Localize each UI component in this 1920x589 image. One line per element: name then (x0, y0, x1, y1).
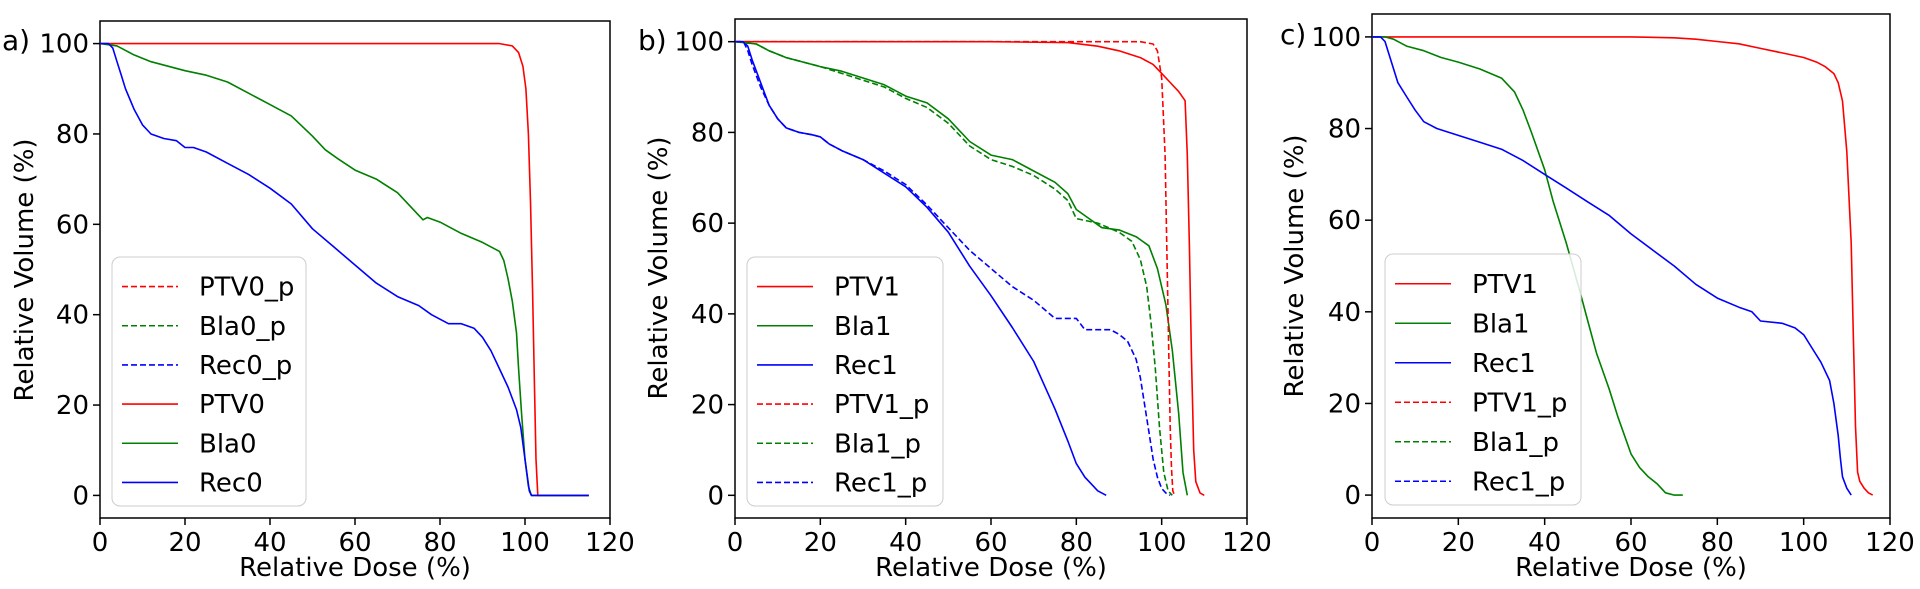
x-axis-label: Relative Dose (%) (1515, 553, 1747, 583)
y-tick-label: 60 (1328, 206, 1361, 236)
x-tick-label: 80 (423, 528, 456, 558)
legend: PTV0_p Bla0_p Rec0_p PTV0 Bla0 Rec0 (111, 256, 307, 507)
series-line-bla1 (1372, 36, 1683, 496)
legend-label: Rec0 (199, 468, 263, 498)
y-tick-label: 100 (1311, 23, 1361, 53)
y-tick-label: 0 (1344, 481, 1361, 511)
legend-label: Rec1_p (1472, 467, 1565, 497)
y-axis-label: Relative Volume (%) (1280, 134, 1310, 397)
panel-label: a) (2, 24, 30, 57)
legend-label: Rec0_p (199, 351, 292, 381)
series-line-bla1-p (734, 40, 1173, 496)
legend: PTV1 Bla1 Rec1 PTV1_p Bla1_p Rec1_p (746, 256, 944, 507)
x-tick-label: 0 (1364, 528, 1381, 558)
x-tick-label: 20 (1442, 528, 1475, 558)
legend-label: PTV0 (199, 390, 265, 420)
series-line-ptv1 (1372, 36, 1874, 496)
x-tick-label: 60 (974, 528, 1007, 558)
panel-c: c) 0 20 40 60 80 100 120 0 20 40 60 80 100 Relative … (1280, 13, 1915, 583)
series-layer (1372, 36, 1874, 496)
legend-label: Bla1_p (834, 429, 921, 459)
legend-label: Bla1 (834, 312, 892, 342)
legend-label: PTV0_p (199, 273, 294, 303)
x-tick-label: 0 (92, 528, 109, 558)
x-tick-label: 0 (727, 528, 744, 558)
x-tick-label: 120 (1865, 528, 1915, 558)
legend-label: Rec1_p (834, 468, 927, 498)
y-tick-label: 80 (691, 118, 724, 148)
tick-layer: 0 20 40 60 80 100 120 0 20 40 60 80 100 (674, 28, 1271, 558)
x-tick-label: 20 (168, 528, 201, 558)
tick-layer: 0 20 40 60 80 100 120 0 20 40 60 80 100 (39, 30, 634, 558)
legend-label: PTV1 (1472, 270, 1538, 300)
series-line-ptv0 (100, 42, 589, 497)
y-tick-label: 20 (691, 391, 724, 421)
x-tick-label: 40 (889, 528, 922, 558)
y-axis-label: Relative Volume (%) (10, 138, 40, 401)
series-line-rec1-p (735, 40, 1171, 497)
tick-layer: 0 20 40 60 80 100 120 0 20 40 60 80 100 (1311, 23, 1914, 558)
y-tick-label: 40 (691, 300, 724, 330)
x-tick-label: 100 (1137, 528, 1187, 558)
y-tick-label: 80 (56, 120, 89, 150)
y-tick-label: 0 (72, 481, 89, 511)
x-tick-label: 60 (1614, 528, 1647, 558)
y-axis-label: Relative Volume (%) (644, 136, 674, 399)
legend-label: PTV1_p (834, 390, 929, 420)
y-tick-label: 60 (691, 209, 724, 239)
x-tick-label: 20 (804, 528, 837, 558)
x-tick-label: 40 (1528, 528, 1561, 558)
legend-label: Bla1_p (1472, 428, 1559, 458)
y-tick-label: 80 (1328, 115, 1361, 145)
y-tick-label: 60 (56, 210, 89, 240)
y-tick-label: 40 (1328, 298, 1361, 328)
series-line-bla0 (99, 42, 589, 497)
x-tick-label: 80 (1060, 528, 1093, 558)
legend-label: Bla0 (199, 429, 257, 459)
legend-rows: PTV1 Bla1 Rec1 PTV1_p Bla1_p Rec1_p (757, 273, 929, 498)
y-tick-label: 20 (1328, 389, 1361, 419)
series-layer (734, 40, 1205, 497)
legend-rows: PTV0_p Bla0_p Rec0_p PTV0 Bla0 Rec0 (122, 273, 294, 498)
y-tick-label: 100 (39, 30, 89, 60)
y-tick-label: 0 (707, 481, 724, 511)
panel-label: b) (638, 24, 667, 57)
x-tick-label: 100 (500, 528, 550, 558)
series-line-rec1 (1372, 36, 1852, 496)
x-tick-label: 40 (253, 528, 286, 558)
legend-label: Bla1 (1472, 309, 1530, 339)
x-tick-label: 60 (338, 528, 371, 558)
x-axis-label: Relative Dose (%) (875, 553, 1107, 583)
x-tick-label: 120 (1222, 528, 1272, 558)
series-line-rec0 (100, 42, 589, 497)
y-tick-label: 20 (56, 391, 89, 421)
series-layer (99, 42, 589, 497)
y-tick-label: 100 (674, 28, 724, 58)
y-tick-label: 40 (56, 301, 89, 331)
legend-label: Rec1 (834, 351, 898, 381)
legend-label: PTV1 (834, 273, 900, 303)
legend-label: PTV1_p (1472, 388, 1567, 418)
legend-label: Bla0_p (199, 312, 286, 342)
panel-label: c) (1280, 18, 1306, 51)
x-tick-label: 80 (1701, 528, 1734, 558)
legend-label: Rec1 (1472, 349, 1536, 379)
panel-a: a) 0 20 40 60 80 100 120 0 20 40 60 80 100 Relative … (2, 20, 635, 583)
panel-b: b) 0 20 40 60 80 100 120 0 20 40 60 80 100 Relative … (638, 18, 1272, 583)
series-line-ptv1 (735, 40, 1205, 497)
x-tick-label: 120 (585, 528, 635, 558)
series-line-ptv1-p (735, 40, 1176, 496)
x-axis-label: Relative Dose (%) (239, 553, 471, 583)
legend-rows: PTV1 Bla1 Rec1 PTV1_p Bla1_p Rec1_p (1395, 270, 1567, 497)
x-tick-label: 100 (1779, 528, 1829, 558)
legend: PTV1 Bla1 Rec1 PTV1_p Bla1_p Rec1_p (1384, 253, 1582, 506)
